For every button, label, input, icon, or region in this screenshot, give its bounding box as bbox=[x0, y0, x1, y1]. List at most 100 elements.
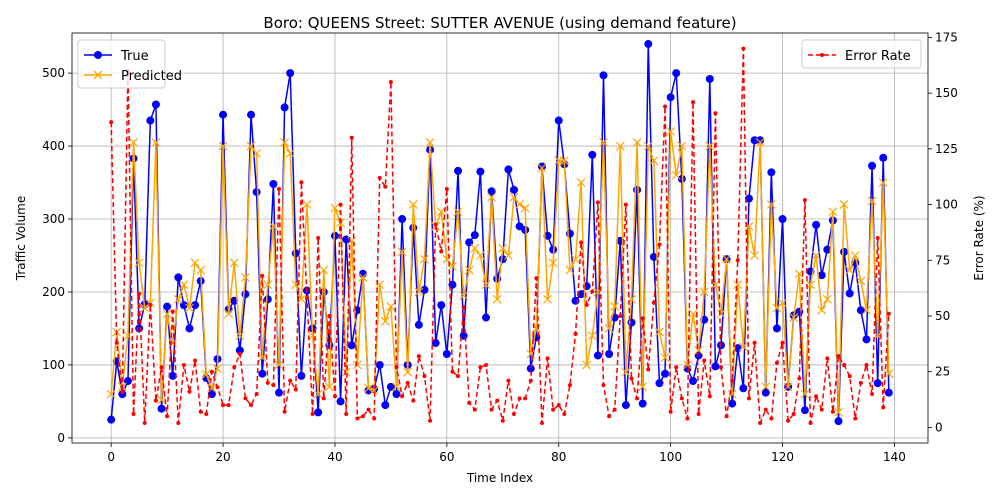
data-point-error bbox=[718, 365, 723, 370]
legend-right-box bbox=[801, 39, 922, 69]
data-point-predicted bbox=[643, 141, 653, 151]
data-point-error bbox=[746, 396, 751, 401]
data-point-predicted bbox=[621, 367, 631, 377]
data-point-error bbox=[791, 412, 796, 417]
data-point-error bbox=[534, 276, 539, 281]
data-point-true bbox=[509, 185, 518, 194]
data-point-true bbox=[644, 39, 653, 48]
data-point-error bbox=[830, 409, 835, 414]
data-point-error bbox=[802, 198, 807, 203]
y-tick-label: 0 bbox=[57, 431, 65, 445]
data-point-error bbox=[372, 416, 377, 421]
data-point-true bbox=[823, 245, 832, 254]
data-point-predicted bbox=[834, 407, 843, 417]
data-point-true bbox=[666, 93, 675, 102]
data-point-error bbox=[193, 358, 198, 363]
data-point-error bbox=[456, 374, 461, 379]
data-point-error bbox=[338, 202, 343, 207]
data-point-error bbox=[511, 412, 516, 417]
legend-predicted-marker bbox=[93, 70, 103, 80]
data-point-true bbox=[319, 287, 328, 296]
data-point-true bbox=[414, 320, 423, 329]
series-true bbox=[107, 39, 893, 426]
data-point-predicted bbox=[185, 303, 194, 313]
data-point-error bbox=[260, 273, 265, 278]
data-point-predicted bbox=[196, 265, 206, 275]
data-point-error bbox=[646, 367, 651, 372]
data-point-error bbox=[551, 407, 556, 412]
data-point-predicted bbox=[694, 345, 704, 355]
data-point-predicted bbox=[515, 200, 525, 209]
data-point-predicted bbox=[190, 258, 200, 268]
data-point-error bbox=[215, 385, 220, 390]
y2-tick-label: 100 bbox=[935, 198, 958, 212]
data-point-error bbox=[142, 420, 147, 425]
data-point-predicted bbox=[229, 258, 239, 268]
legend-predicted-label: Predicted bbox=[121, 69, 182, 84]
data-point-error bbox=[288, 378, 293, 383]
data-point-error bbox=[696, 412, 701, 417]
data-point-predicted bbox=[856, 276, 866, 286]
data-point-error bbox=[780, 340, 785, 345]
data-point-error bbox=[433, 222, 438, 227]
data-point-error bbox=[864, 363, 869, 368]
data-point-error bbox=[858, 380, 863, 385]
data-point-predicted bbox=[615, 141, 625, 151]
data-point-error bbox=[355, 416, 360, 421]
data-point-predicted bbox=[845, 265, 855, 275]
data-point-true bbox=[454, 166, 463, 175]
data-point-error bbox=[640, 316, 645, 321]
data-point-true bbox=[247, 110, 256, 119]
data-point-true bbox=[297, 371, 306, 380]
data-point-error bbox=[310, 412, 315, 417]
data-point-true bbox=[219, 110, 228, 119]
data-point-error bbox=[209, 369, 214, 374]
x-tick-label: 100 bbox=[659, 450, 682, 464]
data-point-predicted bbox=[470, 243, 480, 253]
data-point-error bbox=[489, 407, 494, 412]
legend-error-label: Error Rate bbox=[845, 49, 911, 64]
data-point-error bbox=[657, 242, 662, 247]
series-line-error-rate bbox=[110, 47, 890, 424]
data-point-predicted bbox=[464, 265, 474, 275]
data-point-predicted bbox=[677, 141, 687, 151]
data-point-predicted bbox=[414, 287, 424, 297]
data-point-true bbox=[386, 382, 395, 391]
data-point-error bbox=[814, 394, 819, 399]
data-point-predicted bbox=[313, 389, 323, 399]
x-tick-label: 140 bbox=[883, 450, 906, 464]
data-point-true bbox=[772, 324, 781, 333]
data-point-predicted bbox=[358, 272, 368, 282]
data-point-predicted bbox=[274, 360, 284, 370]
data-point-predicted bbox=[811, 251, 821, 260]
data-point-true bbox=[336, 397, 345, 406]
data-point-error bbox=[114, 340, 119, 345]
data-point-true bbox=[235, 346, 244, 355]
data-point-error bbox=[556, 403, 561, 408]
data-point-error bbox=[870, 391, 875, 396]
x-tick-label: 60 bbox=[439, 450, 454, 464]
data-point-true bbox=[207, 390, 216, 399]
data-point-error bbox=[198, 409, 203, 414]
data-point-error bbox=[539, 420, 544, 425]
data-point-predicted bbox=[151, 138, 161, 147]
data-point-true bbox=[605, 349, 614, 358]
data-point-true bbox=[526, 364, 535, 373]
data-point-true bbox=[588, 150, 597, 159]
data-point-error bbox=[562, 412, 567, 417]
legend-true-label: True bbox=[120, 49, 149, 64]
data-point-predicted bbox=[268, 221, 278, 231]
data-point-predicted bbox=[403, 367, 413, 377]
data-point-true bbox=[314, 408, 323, 417]
data-point-predicted bbox=[123, 331, 133, 341]
data-point-true bbox=[258, 369, 267, 378]
series-layer bbox=[106, 39, 894, 426]
data-point-error bbox=[265, 380, 270, 385]
data-point-error bbox=[316, 236, 321, 240]
data-point-predicted bbox=[207, 383, 217, 393]
data-point-error bbox=[702, 358, 707, 363]
data-point-error bbox=[741, 46, 746, 51]
data-point-error bbox=[360, 414, 365, 419]
data-point-predicted bbox=[828, 207, 838, 217]
data-point-predicted bbox=[649, 156, 659, 166]
